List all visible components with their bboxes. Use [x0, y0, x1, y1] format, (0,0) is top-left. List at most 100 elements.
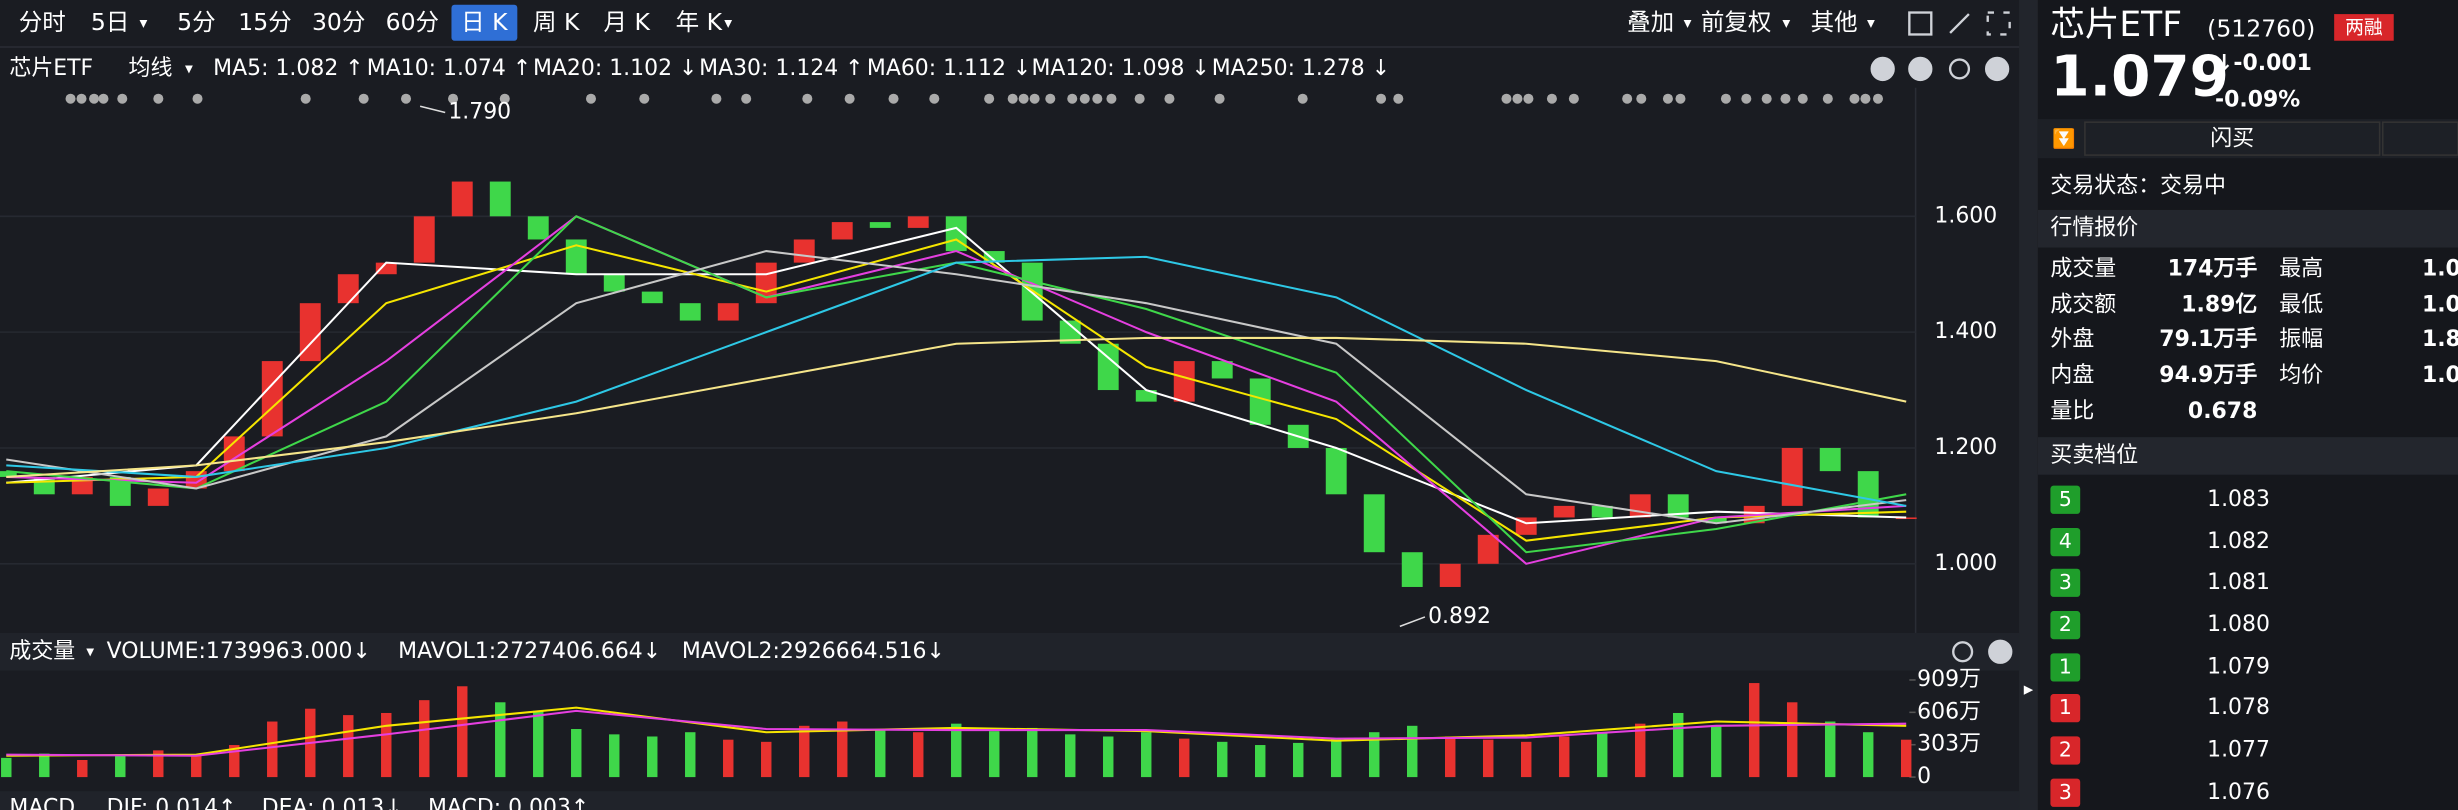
- collapse-icon[interactable]: ⏬: [2052, 127, 2075, 150]
- candle: [1401, 552, 1423, 587]
- quote-code: (512760): [2207, 14, 2315, 42]
- candle: [337, 274, 359, 304]
- badge-bg: [2334, 14, 2394, 41]
- volume-bar: [837, 721, 848, 778]
- candle: [1439, 563, 1461, 587]
- toolbar-tab[interactable]: 日 K: [461, 8, 508, 36]
- volume-bar: [153, 750, 164, 778]
- volume-bar: [1786, 702, 1798, 778]
- y-tick-label: 1.600: [1934, 203, 1997, 228]
- toolbar-tab[interactable]: 5分: [177, 8, 215, 36]
- dropdown-caret[interactable]: ▾: [140, 13, 148, 32]
- level-badge: [2050, 694, 2081, 723]
- toolbar-tab[interactable]: 5日: [91, 8, 129, 36]
- toolbar-tab[interactable]: 周 K: [533, 8, 580, 36]
- icon-plus[interactable]: [1908, 56, 1933, 82]
- level-number: 3: [2059, 570, 2072, 594]
- toolbar-option[interactable]: 其他: [1811, 8, 1858, 36]
- dropdown-caret[interactable]: ▾: [724, 13, 732, 32]
- dropdown-caret[interactable]: ▾: [1684, 13, 1692, 32]
- dropdown-caret[interactable]: ▾: [185, 58, 193, 77]
- expand-arrow[interactable]: ▸: [2024, 679, 2034, 700]
- quote-badge: 两融: [2345, 17, 2383, 39]
- icon-fullscreen[interactable]: [1986, 11, 2011, 36]
- dropdown-caret[interactable]: ▾: [1782, 13, 1790, 32]
- quote-value: 1.85: [2422, 327, 2458, 352]
- security-name: 芯片ETF: [9, 56, 93, 81]
- event-dot: [802, 93, 813, 104]
- toolbar-tab[interactable]: 分时: [19, 8, 66, 36]
- event-dot: [1134, 93, 1145, 104]
- icon-pen[interactable]: [1949, 13, 1970, 34]
- candle: [375, 262, 397, 275]
- volume-bar: [77, 759, 88, 778]
- macd-legend: DEA: 0.013↓: [262, 795, 403, 810]
- ma-line: [6, 255, 1907, 507]
- icon-minus[interactable]: [1870, 56, 1895, 82]
- volume-bar: [723, 739, 734, 778]
- quote-label: 振幅: [2279, 327, 2323, 352]
- flash-sell-box[interactable]: [2381, 121, 2458, 156]
- candle: [147, 488, 169, 506]
- dropdown-caret[interactable]: ▾: [1867, 13, 1875, 32]
- toolbar-option[interactable]: 叠加: [1627, 8, 1674, 36]
- quote-name: 芯片ETF: [2050, 5, 2182, 45]
- candle: [1553, 505, 1575, 518]
- level-price: 1.078: [2207, 695, 2270, 720]
- toolbar-tab[interactable]: 30分: [312, 8, 365, 36]
- toolbar-tab[interactable]: 月 K: [604, 8, 651, 36]
- toolbar-tab[interactable]: 年 K: [676, 8, 723, 36]
- selected-tab[interactable]: [451, 4, 518, 41]
- flash-row: [2037, 119, 2458, 159]
- volume-bar: [1672, 712, 1684, 778]
- level-badge: [2050, 485, 2081, 514]
- event-dot: [1045, 93, 1056, 104]
- icon-close[interactable]: [1988, 639, 2013, 664]
- icon-close[interactable]: [1984, 56, 2010, 82]
- macd-legend: MACD: 0.003↑: [428, 795, 589, 810]
- volume-bar: [1634, 723, 1646, 778]
- y-tick-label: 1.200: [1934, 435, 1997, 460]
- volume-title[interactable]: 成交量: [9, 639, 75, 664]
- candle: [261, 361, 283, 437]
- candle: [679, 303, 701, 321]
- volume-bar: [1406, 725, 1418, 778]
- dropdown-caret[interactable]: ▾: [86, 641, 94, 660]
- event-dot: [1376, 93, 1387, 104]
- volume-bar: [1482, 739, 1494, 778]
- level-badge: [2050, 568, 2081, 597]
- candle: [299, 303, 321, 362]
- level-badge: [2050, 736, 2081, 765]
- event-dot: [1067, 93, 1078, 104]
- flash-buy[interactable]: 闪买: [2210, 126, 2254, 151]
- icon-settings[interactable]: [1952, 641, 1974, 663]
- event-dot: [1164, 93, 1175, 104]
- event-dot: [844, 93, 855, 104]
- icon-grid[interactable]: [1908, 11, 1933, 36]
- quote-value: 1.0: [2422, 363, 2458, 388]
- candle: [1097, 343, 1119, 391]
- toolbar-tab[interactable]: 60分: [386, 8, 439, 36]
- level-price: 1.076: [2207, 780, 2270, 805]
- volume-bar: [419, 700, 430, 778]
- section-title: 行情报价: [2050, 216, 2138, 241]
- toolbar-tab[interactable]: 15分: [238, 8, 291, 36]
- volume-bar: [1330, 738, 1342, 778]
- candle: [1629, 494, 1651, 518]
- volume-bar: [685, 732, 696, 778]
- flash-buy-box[interactable]: [2084, 121, 2381, 156]
- event-dot: [929, 93, 940, 104]
- volume-header-bg: [0, 632, 2020, 671]
- level-number: 1: [2059, 654, 2072, 678]
- event-dot: [1501, 93, 1512, 104]
- volume-bar: [1862, 732, 1874, 778]
- volume-bar: [799, 725, 810, 778]
- toolbar-option[interactable]: 前复权: [1701, 8, 1772, 36]
- ma-selector[interactable]: 均线: [129, 56, 173, 81]
- candle: [1857, 471, 1879, 518]
- ma-legend: MA10: 1.074 ↑: [367, 56, 531, 81]
- icon-settings[interactable]: [1948, 58, 1971, 80]
- volume-bar: [951, 723, 962, 778]
- ma-legend: MA250: 1.278 ↓: [1212, 56, 1390, 81]
